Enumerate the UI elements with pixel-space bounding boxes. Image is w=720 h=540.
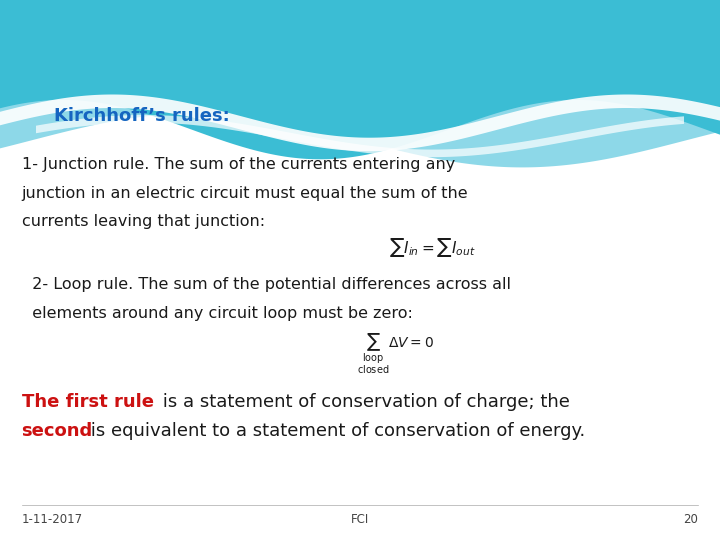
Text: second: second — [22, 422, 93, 440]
Text: 2- Loop rule. The sum of the potential differences across all: 2- Loop rule. The sum of the potential d… — [22, 278, 510, 292]
Polygon shape — [0, 0, 720, 167]
Text: 1-11-2017: 1-11-2017 — [22, 513, 83, 526]
Polygon shape — [0, 94, 720, 151]
Text: FCI: FCI — [351, 513, 369, 526]
Text: The first rule: The first rule — [22, 393, 153, 411]
Text: elements around any circuit loop must be zero:: elements around any circuit loop must be… — [22, 306, 413, 321]
Polygon shape — [36, 115, 684, 157]
Text: 1- Junction rule. The sum of the currents entering any: 1- Junction rule. The sum of the current… — [22, 157, 455, 172]
Text: $\underset{\mathrm{closed}}{\underset{\mathrm{loop}}{\sum}} \Delta V = 0$: $\underset{\mathrm{closed}}{\underset{\m… — [358, 331, 434, 376]
Polygon shape — [0, 0, 720, 159]
Text: Kirchhoff’s rules:: Kirchhoff’s rules: — [54, 107, 230, 125]
Text: is equivalent to a statement of conservation of energy.: is equivalent to a statement of conserva… — [85, 422, 585, 440]
Text: $\sum I_{in} = \sum I_{out}$: $\sum I_{in} = \sum I_{out}$ — [389, 236, 475, 259]
Text: 20: 20 — [683, 513, 698, 526]
Text: currents leaving that junction:: currents leaving that junction: — [22, 214, 265, 230]
Text: junction in an electric circuit must equal the sum of the: junction in an electric circuit must equ… — [22, 186, 468, 201]
Text: is a statement of conservation of charge; the: is a statement of conservation of charge… — [157, 393, 570, 411]
